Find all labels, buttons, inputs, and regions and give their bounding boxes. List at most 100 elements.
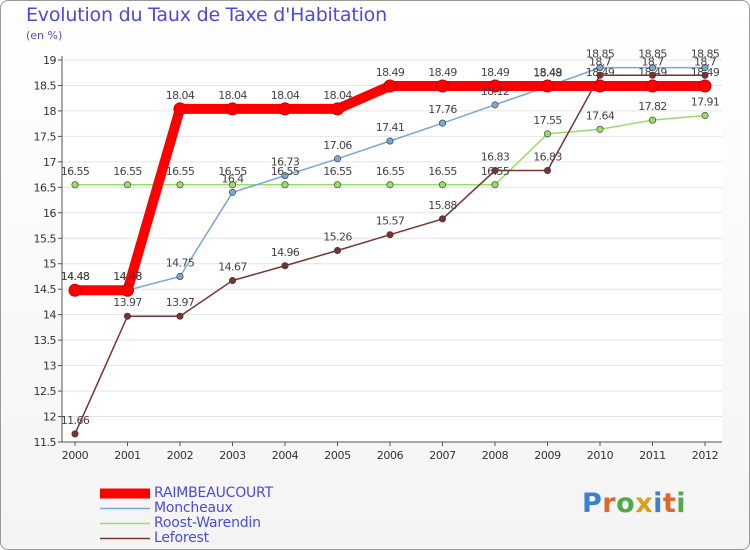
data-point-moncheaux <box>281 172 289 180</box>
data-label-moncheaux: 18.85 <box>586 48 615 61</box>
y-tick-label: 15 <box>43 258 56 271</box>
data-label-raimbeaucourt: 18.04 <box>271 89 300 102</box>
y-tick-label: 14.5 <box>34 283 57 296</box>
data-point-raimbeaucourt <box>593 79 607 93</box>
y-tick-label: 15.5 <box>34 232 57 245</box>
data-point-roost-warendin <box>438 181 446 189</box>
data-point-leforest <box>333 246 341 254</box>
data-point-moncheaux <box>333 155 341 163</box>
data-label-roost-warendin: 16.55 <box>61 165 90 178</box>
data-label-leforest: 18.7 <box>641 55 664 68</box>
x-tick-label: 2002 <box>167 449 193 462</box>
data-point-roost-warendin <box>229 181 237 189</box>
data-point-roost-warendin <box>71 181 79 189</box>
data-point-roost-warendin <box>648 116 656 124</box>
data-point-moncheaux <box>596 64 604 72</box>
data-point-roost-warendin <box>491 181 499 189</box>
data-label-raimbeaucourt: 18.04 <box>218 89 247 102</box>
data-label-leforest: 13.97 <box>113 296 142 309</box>
logo-letter: t <box>662 488 677 519</box>
data-label-leforest: 15.26 <box>323 230 352 243</box>
logo-letter: i <box>653 488 663 519</box>
data-point-moncheaux <box>386 137 394 145</box>
chart-title: Evolution du Taux de Taxe d'Habitation <box>26 4 387 26</box>
data-label-moncheaux: 18.48 <box>533 66 562 79</box>
x-tick-label: 2010 <box>587 449 614 462</box>
data-label-leforest: 14.96 <box>271 246 300 259</box>
data-label-leforest: 16.83 <box>481 151 510 164</box>
data-point-raimbeaucourt <box>68 283 82 297</box>
x-tick-label: 2005 <box>324 449 351 462</box>
data-label-roost-warendin: 17.55 <box>533 114 562 127</box>
data-point-roost-warendin <box>701 112 709 120</box>
data-point-raimbeaucourt <box>383 79 397 93</box>
data-point-leforest <box>386 231 394 239</box>
data-label-moncheaux: 16.73 <box>271 156 300 169</box>
data-label-leforest: 16.83 <box>533 151 562 164</box>
logo-letter: P <box>582 488 603 519</box>
data-label-moncheaux: 17.41 <box>376 121 405 134</box>
data-label-raimbeaucourt: 18.49 <box>428 66 457 79</box>
logo-letter: x <box>635 488 654 519</box>
x-tick-label: 2007 <box>429 449 456 462</box>
data-point-roost-warendin <box>333 181 341 189</box>
data-point-raimbeaucourt <box>226 102 239 116</box>
data-point-moncheaux <box>438 119 446 127</box>
y-tick-label: 17 <box>43 156 56 169</box>
legend-swatch-leforest <box>100 537 150 540</box>
data-point-leforest <box>648 71 656 79</box>
y-tick-label: 18.5 <box>34 79 57 92</box>
legend-label-raimbeaucourt: RAIMBEAUCOURT <box>154 485 273 501</box>
data-point-leforest <box>491 167 499 175</box>
data-label-leforest: 18.7 <box>694 55 717 68</box>
data-point-leforest <box>596 71 604 79</box>
y-tick-label: 11.5 <box>34 436 57 449</box>
data-label-roost-warendin: 16.55 <box>481 165 510 178</box>
data-point-leforest <box>229 277 237 285</box>
x-tick-label: 2000 <box>62 449 89 462</box>
data-label-roost-warendin: 16.55 <box>271 165 300 178</box>
y-tick-label: 16.5 <box>34 181 57 194</box>
y-tick-label: 13 <box>43 360 56 373</box>
data-point-moncheaux <box>491 101 499 109</box>
y-tick-label: 17.5 <box>34 130 57 143</box>
data-label-moncheaux: 18.85 <box>691 48 720 61</box>
data-point-raimbeaucourt <box>488 79 502 93</box>
y-tick-label: 13.5 <box>34 334 57 347</box>
data-label-moncheaux: 14.75 <box>166 256 195 269</box>
x-tick-label: 2011 <box>639 449 665 462</box>
data-label-leforest: 11.66 <box>61 414 90 427</box>
data-point-roost-warendin <box>543 130 551 138</box>
data-label-raimbeaucourt: 14.48 <box>113 270 142 283</box>
data-point-leforest <box>71 430 79 438</box>
data-label-leforest: 15.88 <box>428 199 457 212</box>
logo-letter: i <box>676 488 687 519</box>
data-point-roost-warendin <box>281 181 289 189</box>
legend-swatch-raimbeaucourt <box>100 488 150 499</box>
legend-label-leforest: Leforest <box>154 530 209 546</box>
legend-label-moncheaux: Moncheaux <box>154 500 233 516</box>
proxiti-logo: Proxiti <box>582 488 686 519</box>
data-label-raimbeaucourt: 18.04 <box>323 89 352 102</box>
data-label-raimbeaucourt: 18.49 <box>638 66 667 79</box>
data-label-raimbeaucourt: 18.04 <box>166 89 195 102</box>
data-point-moncheaux <box>648 64 656 72</box>
data-point-roost-warendin <box>386 181 394 189</box>
legend-label-roost-warendin: Roost-Warendin <box>154 515 261 531</box>
data-point-leforest <box>176 312 184 320</box>
data-label-raimbeaucourt: 18.49 <box>586 66 615 79</box>
data-label-roost-warendin: 16.55 <box>166 165 195 178</box>
data-point-raimbeaucourt <box>121 283 134 297</box>
data-point-raimbeaucourt <box>541 79 554 93</box>
data-point-leforest <box>543 167 551 175</box>
data-point-raimbeaucourt <box>698 79 712 93</box>
data-point-raimbeaucourt <box>278 102 292 116</box>
data-label-raimbeaucourt: 18.49 <box>376 66 405 79</box>
x-tick-label: 2009 <box>534 449 561 462</box>
data-label-leforest: 15.57 <box>376 215 405 228</box>
y-axis-unit-label: (en %) <box>26 29 63 42</box>
data-point-moncheaux <box>176 272 184 280</box>
data-label-roost-warendin: 16.55 <box>218 165 247 178</box>
x-tick-label: 2012 <box>692 449 718 462</box>
